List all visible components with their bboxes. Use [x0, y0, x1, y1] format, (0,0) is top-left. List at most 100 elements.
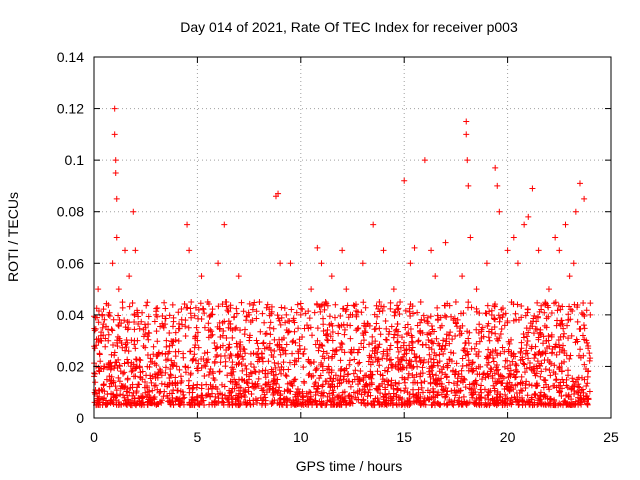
data-point	[442, 239, 449, 246]
x-axis-label: GPS time / hours	[296, 458, 403, 474]
band-point	[229, 334, 236, 341]
band-point	[575, 383, 582, 390]
band-point	[465, 335, 472, 342]
data-point	[572, 208, 579, 215]
data-point	[101, 363, 108, 370]
band-point	[473, 326, 480, 333]
band-point	[441, 346, 448, 353]
band-point	[100, 306, 107, 313]
band-point	[210, 383, 217, 390]
band-point	[317, 308, 324, 315]
band-point	[426, 351, 433, 358]
band-point	[379, 307, 386, 314]
band-point	[580, 352, 587, 359]
band-point	[428, 338, 435, 345]
band-point	[406, 308, 413, 315]
band-point	[380, 396, 387, 403]
band-point	[117, 368, 124, 375]
band-point	[456, 331, 463, 338]
band-point	[536, 330, 543, 337]
band-point	[278, 363, 285, 370]
band-point	[268, 401, 275, 408]
band-point	[391, 312, 398, 319]
band-point	[441, 312, 448, 319]
band-point	[565, 367, 572, 374]
band-point	[254, 358, 261, 365]
band-point	[284, 387, 291, 394]
band-point	[323, 350, 330, 357]
band-point	[564, 384, 571, 391]
band-point	[406, 342, 413, 349]
band-point	[204, 349, 211, 356]
band-point	[418, 384, 425, 391]
band-point	[428, 346, 435, 353]
band-point	[408, 338, 415, 345]
band-point	[443, 338, 450, 345]
band-point	[119, 304, 126, 311]
band-point	[209, 331, 216, 338]
band-point	[341, 349, 348, 356]
band-point	[219, 398, 226, 405]
band-point	[143, 393, 150, 400]
band-point	[444, 300, 451, 307]
band-point	[434, 400, 441, 407]
band-point	[581, 336, 588, 343]
band-point	[477, 386, 484, 393]
band-point	[166, 329, 173, 336]
band-point	[513, 362, 520, 369]
band-point	[182, 333, 189, 340]
band-point	[534, 358, 541, 365]
band-point	[131, 311, 138, 318]
band-point	[586, 350, 593, 357]
band-point	[119, 299, 126, 306]
band-point	[408, 347, 415, 354]
band-point	[526, 381, 533, 388]
band-point	[323, 378, 330, 385]
band-point	[185, 364, 192, 371]
band-point	[523, 347, 530, 354]
band-point	[551, 362, 558, 369]
band-point	[559, 342, 566, 349]
band-point	[460, 347, 467, 354]
band-point	[223, 335, 230, 342]
band-point	[296, 390, 303, 397]
band-point	[105, 337, 112, 344]
band-point	[325, 354, 332, 361]
band-point	[568, 396, 575, 403]
band-point	[218, 381, 225, 388]
data-point	[514, 260, 521, 267]
band-point	[368, 354, 375, 361]
band-point	[488, 366, 495, 373]
band-point	[146, 388, 153, 395]
data-point	[349, 311, 356, 318]
band-point	[572, 379, 579, 386]
data-point	[587, 311, 594, 318]
band-point	[501, 363, 508, 370]
band-point	[542, 366, 549, 373]
band-point	[132, 356, 139, 363]
band-point	[440, 363, 447, 370]
band-point	[535, 336, 542, 343]
band-point	[566, 400, 573, 407]
band-point	[215, 399, 222, 406]
band-point	[151, 382, 158, 389]
band-point	[364, 393, 371, 400]
band-point	[489, 375, 496, 382]
data-point	[246, 311, 253, 318]
band-point	[557, 388, 564, 395]
band-point	[171, 359, 178, 366]
band-point	[576, 384, 583, 391]
band-point	[408, 332, 415, 339]
band-point	[552, 344, 559, 351]
data-point	[287, 260, 294, 267]
data-point	[122, 247, 129, 254]
band-point	[371, 345, 378, 352]
data-point	[376, 298, 383, 305]
band-point	[277, 321, 284, 328]
band-point	[219, 342, 226, 349]
band-point	[585, 396, 592, 403]
band-point	[482, 310, 489, 317]
data-point	[459, 273, 466, 280]
band-point	[449, 368, 456, 375]
data-point	[134, 337, 141, 344]
